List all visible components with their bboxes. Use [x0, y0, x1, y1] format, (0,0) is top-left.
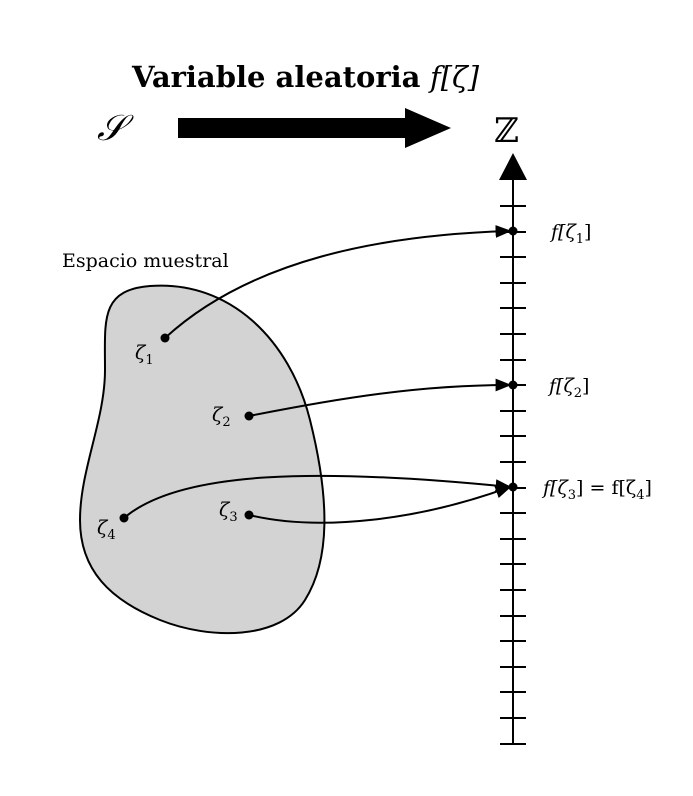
sample-space-region [78, 284, 326, 635]
sample-point-2 [244, 411, 254, 421]
number-line [499, 153, 527, 745]
image-point-2 [508, 380, 518, 390]
codomain-symbol: ℤ [494, 111, 519, 151]
mapping-curve-1 [164, 225, 512, 339]
sample-space-label: Espacio muestral [62, 250, 229, 272]
sample-point-label-2: ζ2 [212, 404, 231, 430]
mapping-curve-4 [123, 474, 512, 519]
image-label-2: f[ζ2] [547, 375, 589, 401]
mapping-curve-3 [248, 485, 512, 524]
mapping-arrow [178, 108, 451, 148]
sample-point-label-4: ζ4 [97, 517, 116, 543]
diagram-title: Variable aleatoria [131, 60, 421, 94]
sample-point-4 [119, 513, 129, 523]
image-point-1 [508, 226, 518, 236]
image-label-3: f[ζ3] = f[ζ4] [541, 477, 652, 503]
image-label-1: f[ζ1] [549, 221, 591, 247]
title-function-symbol: f[ζ] [428, 60, 480, 94]
sample-point-3 [244, 510, 254, 520]
sample-point-label-3: ζ3 [219, 499, 238, 525]
image-point-3 [508, 482, 518, 492]
domain-symbol: 𝒮 [97, 108, 134, 149]
sample-point-1 [160, 333, 170, 343]
mapping-curve-2 [248, 378, 512, 417]
sample-point-label-1: ζ1 [135, 342, 154, 368]
